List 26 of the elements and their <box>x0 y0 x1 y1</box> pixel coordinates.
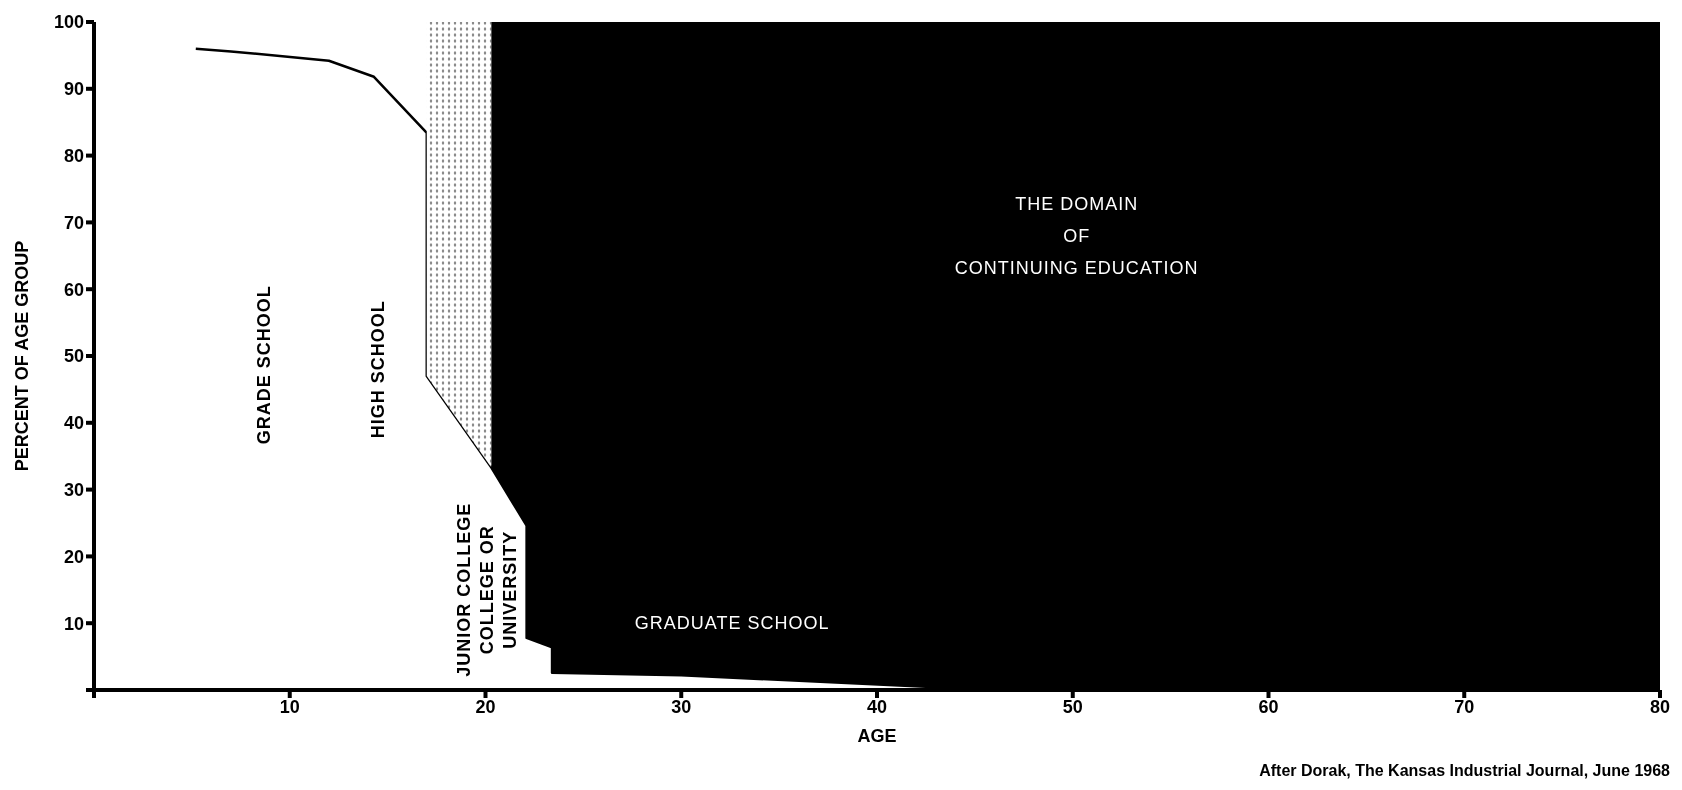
text: After Dorak, The Kansas Industrial Journal, June 1968 <box>1259 762 1671 779</box>
x-tick-label: 70 <box>1454 696 1475 717</box>
x-tick-label: 10 <box>279 696 300 717</box>
y-tick-label: 20 <box>63 546 84 567</box>
annotation: HIGH SCHOOL <box>367 300 388 439</box>
annotation: GRADUATE SCHOOL <box>634 613 830 634</box>
y-tick-label: 60 <box>63 279 84 300</box>
annotation: JUNIOR COLLEGE COLLEGE OR UNIVERSITY <box>454 502 521 677</box>
x-tick-label: 50 <box>1062 696 1083 717</box>
y-tick-label: 100 <box>53 12 84 33</box>
y-tick-label: 10 <box>63 613 84 634</box>
y-tick-label: 30 <box>63 479 84 500</box>
y-tick-label: 40 <box>63 413 84 434</box>
y-axis-title: PERCENT OF AGE GROUP <box>12 240 33 472</box>
y-tick-label: 50 <box>63 346 84 367</box>
x-tick-label: 20 <box>475 696 496 717</box>
y-tick-label: 80 <box>63 145 84 166</box>
annotation: GRADE SCHOOL <box>254 285 275 445</box>
y-tick-label: 70 <box>63 212 84 233</box>
x-tick-label: 60 <box>1258 696 1279 717</box>
x-axis-title: AGE <box>857 726 897 746</box>
y-tick-label: 90 <box>63 79 84 100</box>
x-tick-label: 80 <box>1649 696 1671 717</box>
annotation: THE DOMAIN OF CONTINUING EDUCATION <box>954 193 1199 278</box>
x-tick-label: 30 <box>671 696 692 717</box>
x-tick-label: 40 <box>866 696 888 717</box>
